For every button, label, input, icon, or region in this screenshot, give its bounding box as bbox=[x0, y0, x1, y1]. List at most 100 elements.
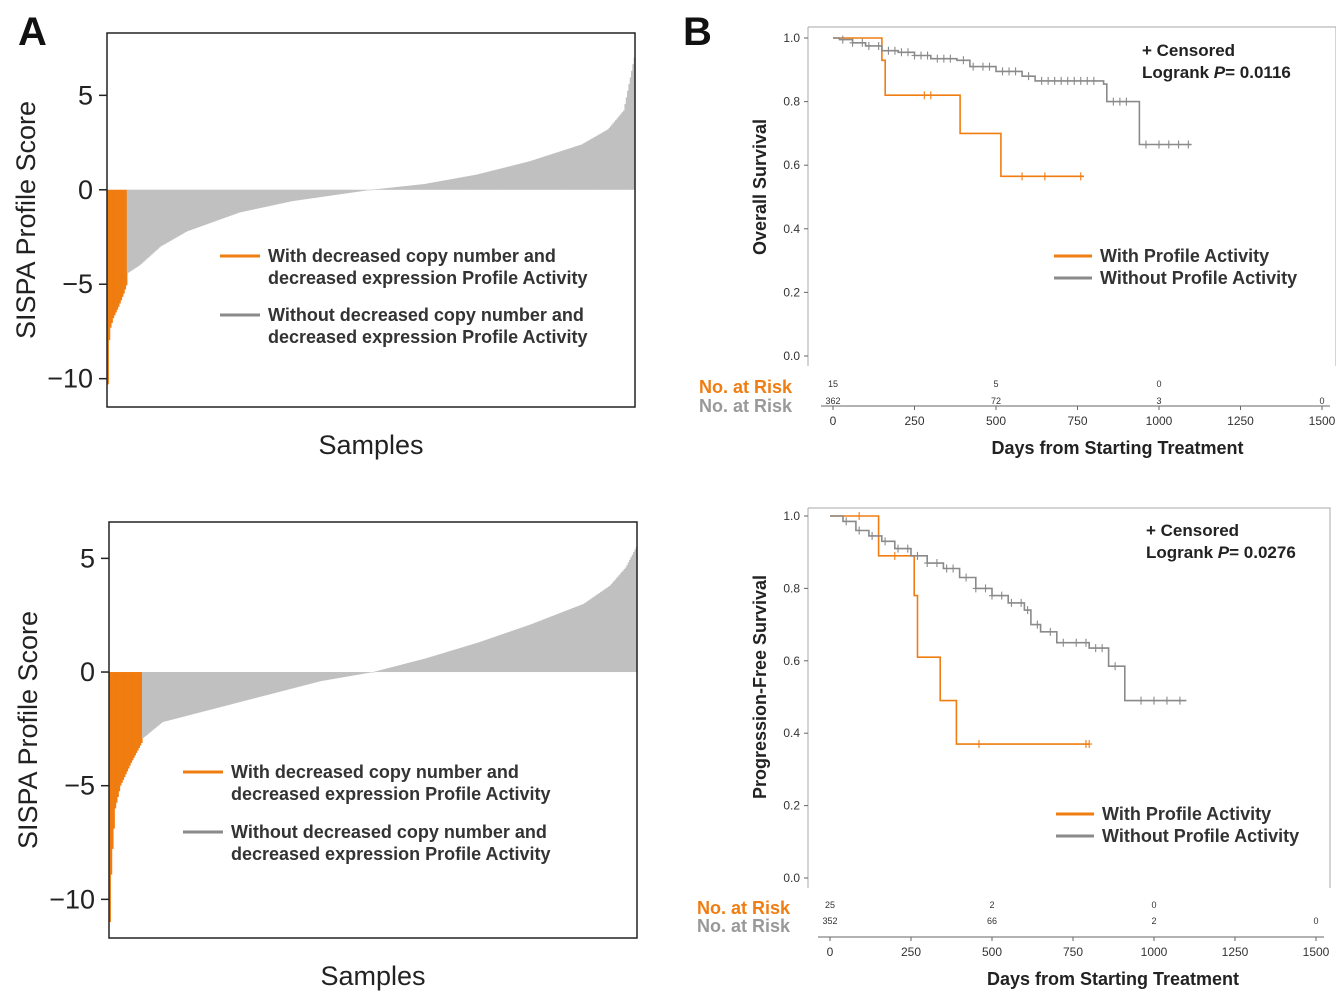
bar bbox=[413, 185, 416, 190]
bar bbox=[363, 672, 366, 674]
bar bbox=[600, 133, 603, 190]
bar bbox=[161, 189, 164, 246]
bar bbox=[355, 672, 358, 675]
bar bbox=[178, 189, 181, 236]
bar bbox=[588, 600, 591, 673]
bar bbox=[487, 638, 490, 673]
bar bbox=[116, 672, 119, 797]
bar bbox=[597, 593, 600, 673]
bar bbox=[514, 164, 517, 190]
y-tick-label: 0.8 bbox=[783, 95, 800, 109]
bar bbox=[499, 168, 501, 190]
risk-count-without: 0 bbox=[1313, 916, 1318, 926]
censor-mark bbox=[1156, 140, 1162, 149]
bar bbox=[132, 672, 135, 758]
bar bbox=[607, 129, 610, 190]
bar bbox=[421, 184, 424, 190]
censor-mark bbox=[849, 38, 856, 47]
bar bbox=[549, 154, 552, 190]
bar bbox=[447, 179, 450, 190]
bar bbox=[384, 188, 387, 190]
bar bbox=[289, 189, 292, 202]
bar bbox=[283, 189, 286, 203]
bar bbox=[161, 672, 164, 723]
bar bbox=[357, 672, 360, 675]
bar bbox=[483, 172, 486, 190]
bar bbox=[300, 672, 303, 687]
bar bbox=[293, 672, 296, 688]
censor-mark bbox=[843, 517, 850, 526]
bar bbox=[483, 640, 486, 673]
bar bbox=[440, 653, 443, 673]
bar bbox=[431, 182, 434, 190]
bar bbox=[176, 672, 179, 719]
bar bbox=[107, 189, 109, 385]
bar bbox=[472, 644, 474, 673]
bar bbox=[633, 552, 635, 673]
bar bbox=[345, 189, 348, 194]
bar bbox=[437, 181, 439, 190]
bar bbox=[384, 668, 387, 673]
bar bbox=[613, 581, 616, 673]
bar bbox=[516, 628, 519, 673]
bar bbox=[423, 183, 426, 190]
bar bbox=[204, 189, 207, 225]
censor-mark bbox=[1077, 172, 1084, 181]
bar bbox=[328, 672, 331, 680]
bar bbox=[290, 189, 293, 202]
bar bbox=[584, 603, 587, 673]
bar bbox=[137, 189, 140, 267]
bar bbox=[140, 672, 143, 744]
bar bbox=[535, 622, 538, 673]
bar bbox=[366, 672, 369, 674]
bar bbox=[392, 187, 395, 190]
bar bbox=[124, 189, 127, 290]
bar bbox=[579, 144, 582, 190]
bar bbox=[239, 189, 241, 213]
bar bbox=[246, 189, 249, 211]
bar bbox=[409, 185, 412, 190]
bar bbox=[343, 189, 346, 194]
bar bbox=[604, 130, 607, 190]
bar bbox=[458, 177, 461, 190]
bar bbox=[287, 672, 290, 690]
bar bbox=[138, 189, 141, 266]
bar bbox=[129, 189, 132, 272]
x-tick-label: 250 bbox=[901, 945, 921, 959]
y-tick-label: 0.2 bbox=[783, 285, 800, 299]
bar bbox=[411, 661, 414, 673]
bar bbox=[209, 672, 212, 710]
bar bbox=[136, 189, 138, 268]
logrank-note: Logrank P= 0.0116 bbox=[1142, 63, 1291, 82]
bar bbox=[456, 648, 459, 673]
bar bbox=[350, 672, 353, 676]
censor-mark bbox=[1071, 76, 1078, 85]
bar bbox=[617, 576, 620, 673]
bar bbox=[571, 147, 574, 190]
bar bbox=[291, 189, 294, 202]
bar bbox=[504, 167, 507, 190]
bar bbox=[605, 588, 608, 673]
bar bbox=[322, 189, 325, 197]
y-tick-label: 1.0 bbox=[783, 509, 800, 523]
x-tick-label: 1250 bbox=[1222, 945, 1249, 959]
bar bbox=[157, 189, 160, 249]
bar bbox=[154, 189, 157, 252]
bar bbox=[299, 189, 302, 200]
y-axis-title: Overall Survival bbox=[750, 119, 770, 255]
bar bbox=[141, 189, 144, 263]
bar bbox=[588, 139, 591, 190]
y-tick-label: 0.4 bbox=[783, 222, 800, 236]
bar bbox=[192, 672, 195, 715]
bar bbox=[319, 189, 322, 198]
x-axis-title: Days from Starting Treatment bbox=[991, 438, 1243, 458]
bar bbox=[520, 627, 523, 673]
bar bbox=[543, 619, 546, 673]
bar bbox=[469, 644, 472, 673]
bar bbox=[316, 189, 319, 198]
bar bbox=[243, 672, 246, 701]
bar bbox=[619, 115, 622, 190]
bar bbox=[142, 189, 145, 262]
bar bbox=[344, 189, 347, 194]
